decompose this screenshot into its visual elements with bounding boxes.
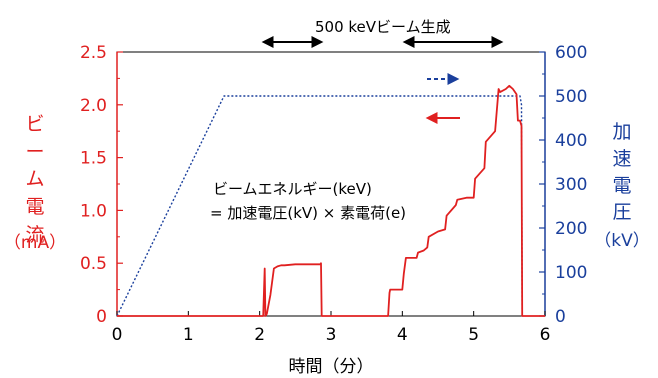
left-axis-title-char: ム [25, 168, 44, 190]
right-tick-label: 300 [555, 175, 587, 195]
right-axis-title-char: 圧 [612, 201, 631, 223]
left-tick-label: 0 [96, 307, 107, 327]
left-tick-label: 2.5 [80, 43, 107, 63]
left-axis-title-char: 流 [25, 224, 44, 246]
formula-line-1: ビームエネルギー(keV) [213, 180, 372, 198]
right-axis-title-char: 電 [612, 175, 631, 197]
left-tick-label: 1.5 [80, 149, 107, 169]
x-tick-label: 6 [540, 325, 551, 345]
right-axis-title-unit: （kV） [594, 231, 649, 251]
right-tick-label: 200 [555, 219, 587, 239]
right-tick-label: 400 [555, 131, 587, 151]
right-tick-label: 0 [555, 307, 566, 327]
series-current-line [117, 84, 545, 317]
series-voltage-line [116, 95, 523, 317]
x-tick-label: 5 [468, 325, 479, 345]
x-tick-label: 4 [397, 325, 408, 345]
left-tick-label: 2.0 [80, 96, 107, 116]
x-tick-label: 1 [183, 325, 194, 345]
right-axis-title-char: 速 [612, 148, 631, 170]
left-axis-title-unit: （mA） [4, 233, 66, 253]
left-axis-title-char: ー [25, 141, 44, 163]
right-tick-label: 600 [555, 43, 587, 63]
left-tick-label: 0.5 [80, 254, 107, 274]
right-tick-label: 100 [555, 263, 587, 283]
x-tick-label: 3 [326, 325, 337, 345]
left-axis-title-char: 電 [25, 196, 44, 218]
top-annotation: 500 keVビーム生成 [315, 18, 451, 36]
x-tick-label: 0 [112, 325, 123, 345]
right-tick-label: 500 [555, 87, 587, 107]
formula-line-2: = 加速電圧(kV) × 素電荷(e) [210, 204, 406, 222]
x-tick-label: 2 [254, 325, 265, 345]
x-axis-title: 時間（分） [289, 357, 374, 377]
left-tick-label: 1.0 [80, 201, 107, 221]
left-axis-title-char: ビ [25, 113, 44, 135]
right-axis-title-char: 加 [612, 121, 631, 143]
